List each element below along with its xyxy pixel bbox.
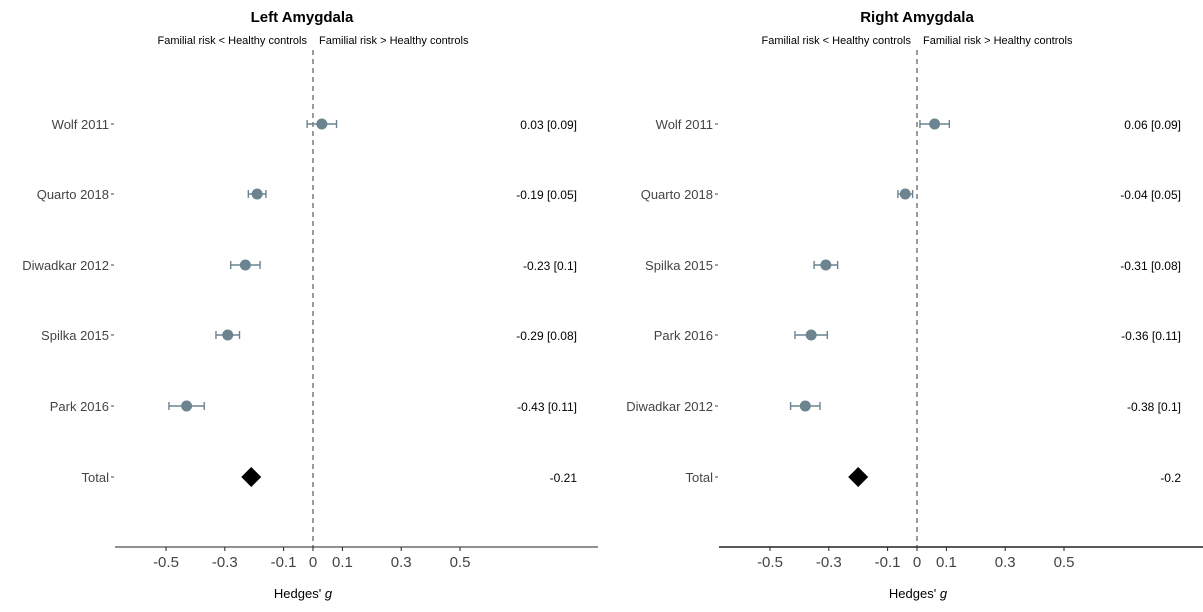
effect-size-point <box>820 259 832 271</box>
panel-title: Right Amygdala <box>860 9 974 26</box>
study-label: Park 2016 <box>654 328 713 343</box>
direction-label-right: Familial risk > Healthy controls <box>923 35 1073 47</box>
study-label: Quarto 2018 <box>37 187 109 202</box>
x-tick-label: 0.5 <box>450 554 471 571</box>
effect-size-value: -0.31 [0.08] <box>1120 259 1181 273</box>
study-label: Wolf 2011 <box>52 117 109 132</box>
x-tick-label: 0 <box>913 554 921 571</box>
x-axis-label: Hedges' g <box>274 586 333 601</box>
effect-size-point <box>251 188 263 200</box>
effect-size-value: 0.03 [0.09] <box>520 118 577 132</box>
panel-title: Left Amygdala <box>251 9 354 26</box>
x-tick-label: -0.1 <box>875 554 901 571</box>
total-label: Total <box>686 470 714 485</box>
total-effect-value: -0.21 <box>550 471 578 485</box>
x-tick-label: 0.1 <box>936 554 957 571</box>
x-tick-label: 0 <box>309 554 317 571</box>
pooled-effect-diamond <box>848 467 869 487</box>
x-axis-label-text: Hedges' <box>889 586 940 601</box>
direction-label-right: Familial risk > Healthy controls <box>319 35 469 47</box>
study-label: Spilka 2015 <box>41 328 109 343</box>
left-amygdala-panel: Left Amygdala Familial risk < Healthy con… <box>22 9 598 601</box>
x-tick-label: -0.5 <box>153 554 179 571</box>
x-tick-label: -0.3 <box>212 554 238 571</box>
study-label: Wolf 2011 <box>656 117 713 132</box>
effect-size-point <box>239 259 251 271</box>
total-effect-value: -0.2 <box>1160 471 1181 485</box>
effect-size-value: -0.38 [0.1] <box>1127 400 1181 414</box>
total-label: Total <box>82 470 110 485</box>
x-tick-label: -0.1 <box>271 554 297 571</box>
direction-label-left: Familial risk < Healthy controls <box>158 35 308 47</box>
effect-size-value: -0.43 [0.11] <box>517 400 577 414</box>
effect-size-value: -0.36 [0.11] <box>1121 329 1181 343</box>
effect-size-point <box>899 188 911 200</box>
x-tick-label: 0.1 <box>332 554 353 571</box>
effect-size-value: -0.23 [0.1] <box>523 259 577 273</box>
study-label: Spilka 2015 <box>645 258 713 273</box>
x-tick-label: -0.3 <box>816 554 842 571</box>
x-tick-label: 0.3 <box>391 554 412 571</box>
x-axis-label-text: Hedges' <box>274 586 325 601</box>
effect-size-value: 0.06 [0.09] <box>1124 118 1181 132</box>
effect-size-value: -0.19 [0.05] <box>516 188 577 202</box>
x-axis-label-symbol: g <box>940 586 948 601</box>
effect-size-value: -0.04 [0.05] <box>1120 188 1181 202</box>
study-label: Diwadkar 2012 <box>22 258 109 273</box>
effect-size-point <box>316 118 328 130</box>
effect-size-point <box>799 400 811 412</box>
x-tick-label: 0.3 <box>995 554 1016 571</box>
effect-size-value: -0.29 [0.08] <box>516 329 577 343</box>
study-label: Diwadkar 2012 <box>626 399 713 414</box>
effect-size-point <box>805 329 817 341</box>
x-tick-label: 0.5 <box>1054 554 1075 571</box>
study-label: Park 2016 <box>50 399 109 414</box>
x-axis-label-symbol: g <box>325 586 333 601</box>
x-tick-label: -0.5 <box>757 554 783 571</box>
effect-size-point <box>222 329 234 341</box>
direction-label-left: Familial risk < Healthy controls <box>762 35 912 47</box>
effect-size-point <box>181 400 193 412</box>
pooled-effect-diamond <box>241 467 262 487</box>
x-axis-label: Hedges' g <box>889 586 948 601</box>
study-label: Quarto 2018 <box>641 187 713 202</box>
effect-size-point <box>929 118 941 130</box>
right-amygdala-panel: Right Amygdala Familial risk < Healthy co… <box>626 9 1203 601</box>
